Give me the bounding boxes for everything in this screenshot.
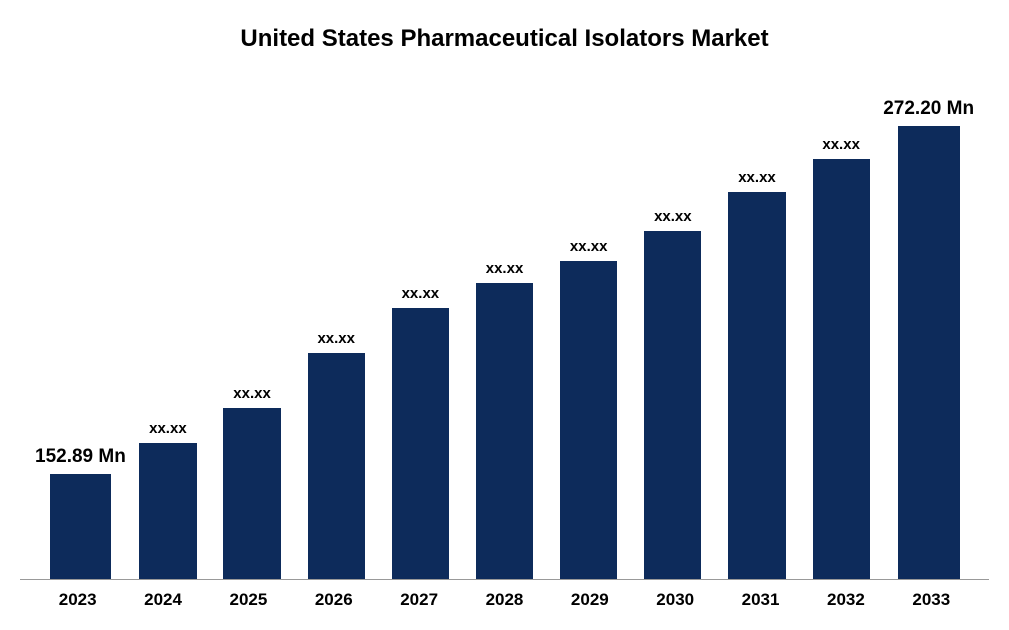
bar-group: xx.xx [799, 93, 883, 579]
bar-group: xx.xx [462, 93, 546, 579]
bar-group: 152.89 Mn [35, 93, 126, 579]
bar-group: xx.xx [378, 93, 462, 579]
bar-value-label: xx.xx [822, 136, 860, 153]
x-axis-label: 2024 [120, 590, 205, 610]
bar-value-label: xx.xx [233, 385, 271, 402]
bar [392, 308, 449, 579]
bar-group: xx.xx [631, 93, 715, 579]
bar [50, 474, 112, 579]
bar-group: xx.xx [294, 93, 378, 579]
bar [223, 408, 280, 579]
bar-group: xx.xx [126, 93, 210, 579]
x-axis-label: 2025 [206, 590, 291, 610]
bar-group: xx.xx [715, 93, 799, 579]
x-axis-label: 2026 [291, 590, 376, 610]
chart-container: United States Pharmaceutical Isolators M… [0, 0, 1009, 630]
bar-group: xx.xx [210, 93, 294, 579]
x-axis-label: 2030 [633, 590, 718, 610]
x-axis-label: 2027 [376, 590, 461, 610]
chart-title: United States Pharmaceutical Isolators M… [20, 25, 989, 53]
plot-area: 152.89 Mn xx.xx xx.xx xx.xx xx.xx xx.xx xx.xx x… [20, 93, 989, 580]
bar-value-label: xx.xx [570, 238, 608, 255]
bar [308, 353, 365, 579]
bar-value-label: 272.20 Mn [883, 98, 974, 120]
bar [476, 283, 533, 579]
bar [139, 443, 196, 579]
x-axis-label: 2028 [462, 590, 547, 610]
bar-value-label: 152.89 Mn [35, 446, 126, 468]
x-axis-label: 2023 [35, 590, 120, 610]
bar-value-label: xx.xx [402, 285, 440, 302]
bar-value-label: xx.xx [486, 260, 524, 277]
x-axis-label: 2032 [803, 590, 888, 610]
bar [898, 126, 960, 579]
bar-group: 272.20 Mn [883, 93, 974, 579]
bar-value-label: xx.xx [149, 420, 187, 437]
x-axis-label: 2029 [547, 590, 632, 610]
bar [728, 192, 785, 579]
bar-value-label: xx.xx [738, 169, 776, 186]
bar [644, 231, 701, 579]
x-axis-label: 2033 [889, 590, 974, 610]
bar [560, 261, 617, 579]
bar-value-label: xx.xx [317, 330, 355, 347]
bar-value-label: xx.xx [654, 208, 692, 225]
bar [813, 159, 870, 579]
x-axis: 2023202420252026202720282029203020312032… [20, 580, 989, 610]
x-axis-label: 2031 [718, 590, 803, 610]
bar-group: xx.xx [547, 93, 631, 579]
